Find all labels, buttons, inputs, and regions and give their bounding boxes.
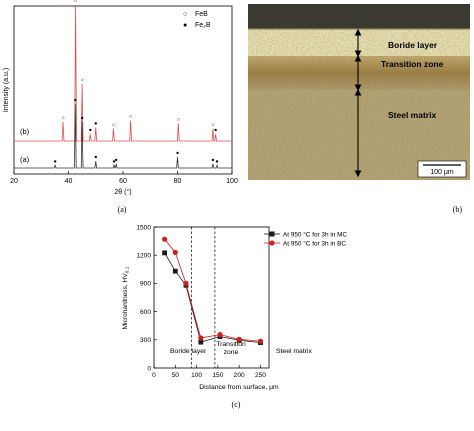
xrd-peak-marker: ○ <box>129 114 132 120</box>
hardness-legend-marker-bc <box>269 240 275 246</box>
micrograph-arrowhead-boride-bottom <box>354 50 362 58</box>
micrograph-arrowhead-steel-bottom <box>354 170 362 178</box>
xrd-x-tick-label: 20 <box>10 178 18 185</box>
hardness-x-axis-label: Distance from surface, μm <box>199 384 279 391</box>
xrd-x-tick-label: 60 <box>119 178 127 185</box>
hardness-point-bc <box>236 336 242 342</box>
hardness-plot-frame <box>153 226 270 369</box>
xrd-chart: 20 40 60 80 100 ○○○●● ○○ ○○●●●●●●●●● ● Intensit… <box>3 0 238 214</box>
hardness-x-tick-label: 100 <box>191 372 202 379</box>
xrd-x-tick-label: 80 <box>174 178 182 185</box>
micrograph-dimension-arrows <box>354 28 362 178</box>
hardness-y-tick-label: 1200 <box>136 253 151 260</box>
hardness-legend-label-mc: At 950 °C for 3h in MC <box>283 231 347 239</box>
xrd-peak-marker: ● <box>53 159 56 165</box>
hardness-point-mc <box>172 268 178 274</box>
xrd-peak-marker: ● <box>74 98 77 104</box>
xrd-legend-label-fe2b: Fe₂B <box>195 22 211 29</box>
microhardness-chart: 0 50 100 150 200 250 0 300 600 900 1200 1500 Boride… <box>122 224 347 409</box>
hardness-x-tick-label: 50 <box>172 372 180 379</box>
xrd-x-tick-label: 100 <box>226 178 238 185</box>
hardness-point-bc <box>257 338 264 344</box>
xrd-peak-marker: ● <box>115 157 118 163</box>
micrograph-arrowhead-steel-top <box>354 88 362 96</box>
xrd-peak-marker: ● <box>94 121 97 127</box>
xrd-peak-marker: ● <box>94 155 97 161</box>
hardness-axis-ticks: 0 50 100 150 200 250 0 300 600 900 1200 1500 <box>136 224 266 379</box>
micrograph-boride-label: Boride layer <box>388 40 438 50</box>
micrograph-arrowhead-boride-top <box>354 28 362 36</box>
xrd-peak-marker: ● <box>214 128 217 134</box>
xrd-peak-marker: ○ <box>112 122 115 128</box>
hardness-x-tick-label: 150 <box>212 372 223 379</box>
hardness-y-tick-label: 300 <box>140 337 151 344</box>
xrd-peak-marker: ● <box>112 159 115 165</box>
hardness-zone-steel: Steel matrix <box>276 348 312 355</box>
micrograph-mount <box>248 4 470 29</box>
xrd-series-line-a <box>14 104 232 169</box>
hardness-x-tick-label: 200 <box>234 372 245 379</box>
hardness-y-axis-label-sub: 0.1 <box>125 266 131 273</box>
hardness-x-tick-label: 250 <box>255 372 266 379</box>
micrograph-scale-bar: 100 μm <box>417 160 467 178</box>
xrd-legend: ○ FeB ● Fe₂B <box>183 11 211 29</box>
xrd-legend-label-feb: FeB <box>195 11 208 18</box>
hardness-y-tick-label: 0 <box>147 365 151 372</box>
hardness-series-line-bc <box>164 238 261 342</box>
hardness-y-tick-label: 600 <box>140 309 151 316</box>
hardness-point-mc <box>162 250 168 256</box>
hardness-point-bc <box>172 249 178 255</box>
hardness-y-axis-label: Microhardness, HV0.1 <box>122 266 131 329</box>
xrd-y-axis-label: Intensity (a.u.) <box>3 68 10 112</box>
hardness-series-line-mc <box>164 252 261 344</box>
xrd-peak-marker: ● <box>211 157 214 163</box>
xrd-peak-marker: ● <box>89 128 92 134</box>
hardness-zone-boundaries <box>191 227 216 368</box>
xrd-peak-marker: ○ <box>61 115 64 121</box>
xrd-plot-frame <box>13 5 233 175</box>
xrd-peak-marker: ● <box>176 151 179 157</box>
xrd-peak-markers: ○○○●● ○○ ○○●●●●●●●●● ● <box>53 0 218 165</box>
hardness-legend: At 950 °C for 3h in MC At 950 °C for 3h … <box>264 231 347 248</box>
hardness-zone-transition: Transition zone <box>216 341 246 356</box>
xrd-x-axis-label: 2θ (°) <box>114 188 131 196</box>
hardness-legend-marker-mc <box>269 231 275 237</box>
hardness-point-bc <box>162 236 168 242</box>
xrd-series-label-b: (b) <box>20 127 30 136</box>
hardness-point-bc <box>217 332 223 338</box>
xrd-peak-marker: ○ <box>80 77 83 83</box>
hardness-y-tick-label: 1500 <box>136 224 151 231</box>
xrd-legend-symbol-fe2b: ● <box>183 22 187 29</box>
xrd-series-label-a: (a) <box>20 155 30 164</box>
hardness-legend-label-bc: At 950 °C for 3h in BC <box>283 240 346 248</box>
micrograph: Boride layer Transition zone Steel matri… <box>248 4 470 214</box>
xrd-peak-marker: ● <box>215 159 218 165</box>
xrd-legend-symbol-feb: ○ <box>183 11 187 18</box>
xrd-peak-marker: ○ <box>74 0 77 5</box>
hardness-y-axis-label-main: Microhardness, HV <box>122 273 129 330</box>
hardness-point-bc <box>198 335 204 341</box>
xrd-peak-marker: ● <box>80 115 83 121</box>
xrd-x-tick-label: 40 <box>65 178 73 185</box>
hardness-point-bc <box>183 280 189 286</box>
xrd-peak-marker: ○ <box>211 122 214 128</box>
micrograph-arrowhead-transition-bottom <box>354 84 362 92</box>
micrograph-arrowhead-transition-top <box>354 54 362 62</box>
hardness-panel-label: (c) <box>232 400 241 409</box>
micrograph-steel-label: Steel matrix <box>388 110 436 120</box>
hardness-x-tick-label: 0 <box>152 372 156 379</box>
hardness-y-tick-label: 900 <box>140 281 151 288</box>
micrograph-scale-label: 100 μm <box>430 169 454 176</box>
hardness-series-group <box>162 236 264 346</box>
micrograph-transition-label: Transition zone <box>381 59 444 69</box>
xrd-peak-marker: ○ <box>177 117 180 123</box>
xrd-x-ticks: 20 40 60 80 100 <box>10 171 238 185</box>
hardness-zone-boride: Boride layer <box>170 348 207 355</box>
xrd-panel-label: (a) <box>118 205 127 214</box>
xrd-series-group <box>14 4 232 169</box>
micrograph-panel-label: (b) <box>453 205 463 214</box>
hardness-point-mc <box>198 339 204 345</box>
xrd-series-line-b <box>14 4 232 142</box>
